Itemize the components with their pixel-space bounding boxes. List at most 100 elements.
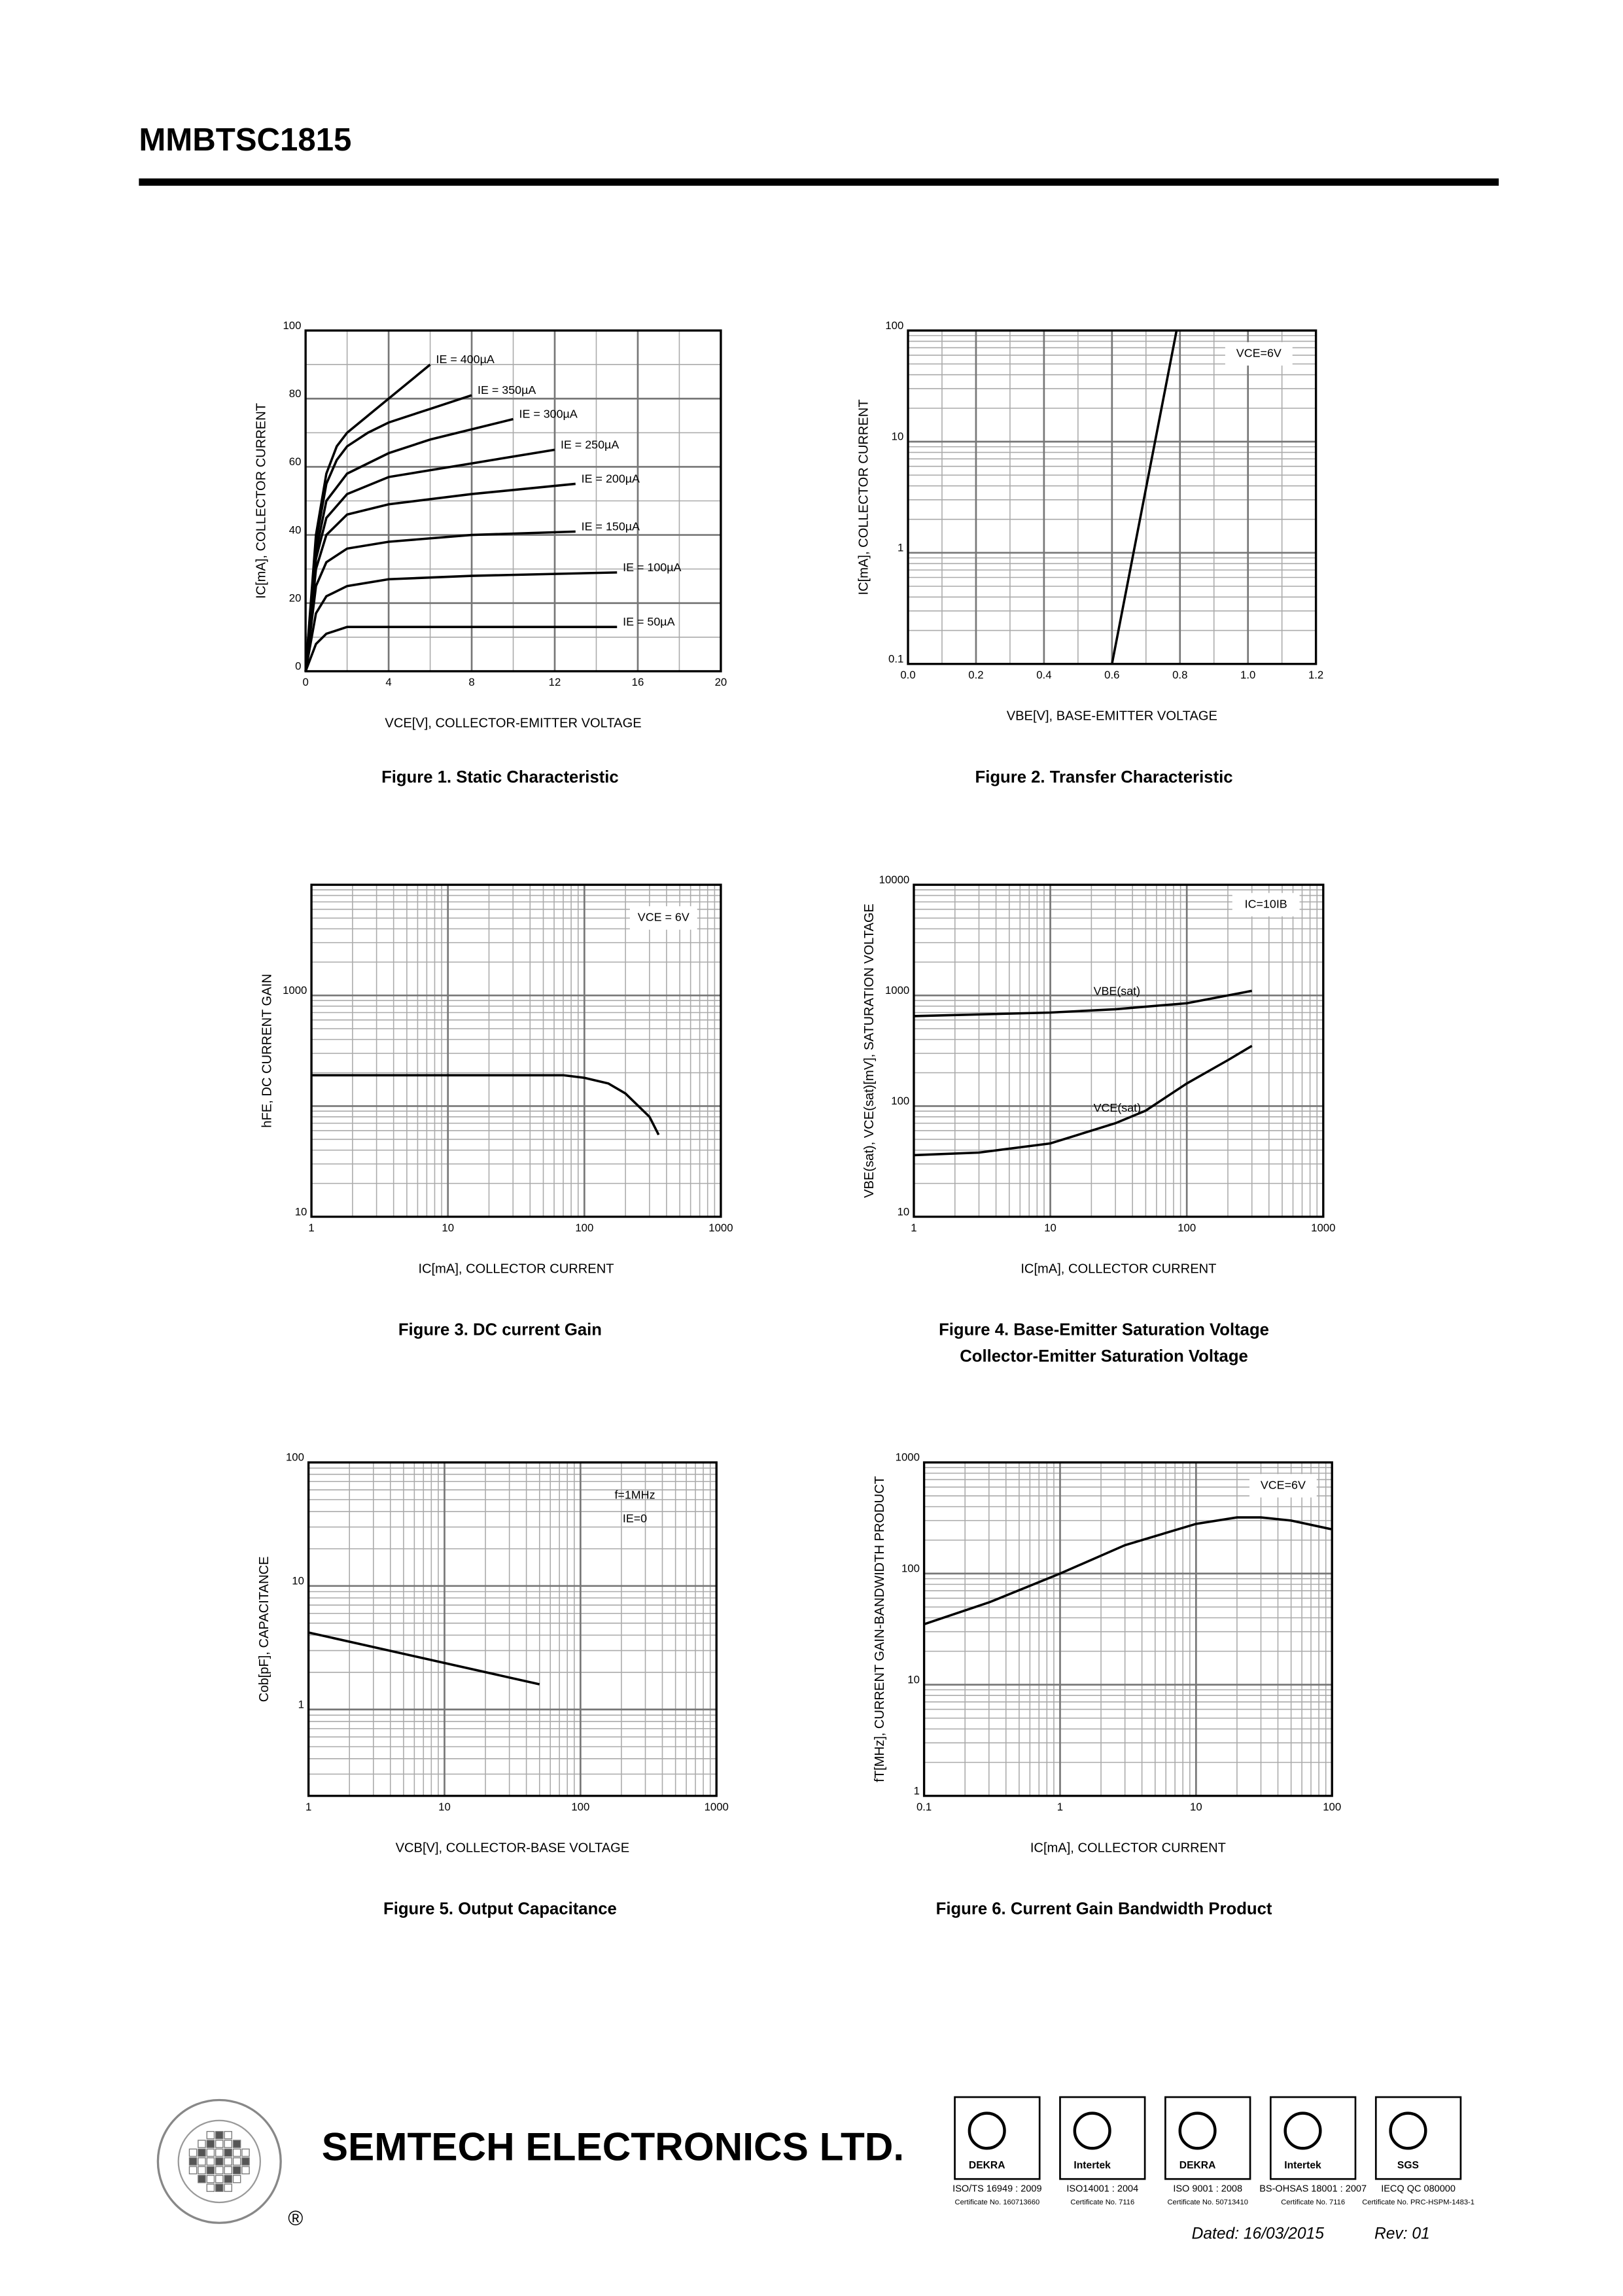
logo-grid [188,2130,250,2192]
x-tick-label: 10 [1044,1222,1056,1234]
chart: 1 10 100 1000 1 10 100 f=1MHz IE=0 VCB[V], COLLEC… [257,1451,729,1918]
logo-cell [206,2130,215,2140]
footer: SEMTECH ELECTRONICS LTD. ® DEKRA ISO/TS 1… [156,2096,1475,2243]
x-tick-label: 1000 [708,1222,733,1234]
x-tick-label: 0.2 [968,669,983,681]
logo-cell [215,2148,224,2157]
header-rule [139,178,1499,186]
logo-cell [188,2166,198,2175]
plot-frame [304,329,722,673]
series-label: IE = 100µA [623,561,681,574]
logo-cell [232,2174,241,2183]
x-tick-label: 0.8 [1172,669,1187,681]
y-tick-label: 1000 [896,1451,920,1464]
series-line [913,989,1253,1017]
x-tick-label: 1.0 [1240,669,1255,681]
figure-title: Figure 6. Current Gain Bandwidth Product [936,1900,1272,1918]
logo-cell [198,2166,206,2175]
logo-inner [177,2119,261,2204]
annotation: VCE = 6V [638,911,689,924]
x-tick-label: 20 [715,676,727,688]
logo-cell [224,2157,232,2166]
x-tick-label: 1000 [1311,1222,1335,1234]
charts: 0 4 8 12 16 20 0 20 40 60 80 100 IE = 400µA IE = 350µ… [254,319,1341,1918]
annotation-box [629,906,697,930]
logo-cell [215,2157,224,2166]
logo-cell [198,2157,206,2166]
company-name: SEMTECH ELECTRONICS LTD. [322,2124,904,2168]
x-axis-label: IC[mA], COLLECTOR CURRENT [1021,1262,1216,1276]
y-tick-label: 10 [907,1673,920,1686]
logo-cell [215,2140,224,2148]
x-tick-label: 100 [1178,1222,1196,1234]
x-tick-label: 100 [575,1222,593,1234]
chart: 1 10 100 100010100100010000VBE(sat)VCE(sat)… [862,874,1335,1366]
annotation-box [1225,342,1293,366]
x-axis-label: VCB[V], COLLECTOR-BASE VOLTAGE [396,1841,630,1855]
logo-cell [206,2166,215,2175]
cert-standard: BS-OHSAS 18001 : 2007 [1259,2184,1367,2195]
series-line [304,571,618,672]
figure-title: Figure 4. Base-Emitter Saturation Voltag… [939,1321,1269,1339]
logo-cell [206,2140,215,2148]
plot-area [308,1462,717,1796]
x-axis-label: VCE[V], COLLECTOR-EMITTER VOLTAGE [385,716,641,731]
x-tick-label: 10 [438,1801,451,1813]
logo-cell [198,2140,206,2148]
figure-title: Figure 3. DC current Gain [398,1321,602,1339]
series-line [304,417,514,672]
page-title: MMBTSC1815 [139,122,351,158]
series-line [924,1516,1333,1626]
plot-area [924,1462,1333,1796]
y-tick-label: 1 [298,1698,304,1710]
cert-standard: IECQ QC 080000 [1381,2184,1456,2195]
series-label: IE = 50µA [623,615,674,628]
annotation-box [1249,1474,1317,1498]
series-line [304,394,472,672]
logo-cell [224,2130,232,2140]
x-tick-label: 100 [1323,1801,1341,1813]
logo-cell [232,2148,241,2157]
cert-emblem [1178,2111,1217,2150]
x-axis-label: VBE[V], BASE-EMITTER VOLTAGE [1007,709,1217,723]
cert-number: Certificate No. 50713410 [1168,2199,1248,2206]
y-tick-label: 1000 [885,984,909,997]
y-axis-label: hFE, DC CURRENT GAIN [260,974,274,1127]
y-tick-label: 10 [295,1205,307,1218]
chart: 0.0 0.2 0.4 0.6 0.8 1.0 1.2 0.1 1 10 100 VCE=6V VBE[… [856,319,1323,786]
cert-logo: DEKRA [969,2160,1005,2171]
cert-emblem [1073,2111,1111,2150]
y-tick-label: 1000 [283,984,307,997]
logo-cell [206,2148,215,2157]
chart: 0.1 1 10 100 1 10 100 1000 VCE=6V IC[mA], COLLECT… [873,1451,1341,1918]
x-tick-label: 0.4 [1036,669,1051,681]
cert-logo: Intertek [1073,2160,1111,2171]
y-tick-label: 10 [292,1575,304,1587]
y-tick-label: 10 [892,431,904,443]
x-tick-label: 16 [632,676,644,688]
cert-emblem [1389,2111,1427,2150]
series-line [304,626,618,672]
cert-number: Certificate No. 7116 [1281,2199,1345,2206]
cert-emblem [968,2111,1006,2150]
series-line [311,1074,660,1136]
y-tick-label: 100 [283,319,301,332]
series-line [304,530,576,672]
logo-ring [156,2098,282,2224]
y-tick-label: 60 [289,455,302,468]
plot-frame [922,1461,1333,1797]
logo-cell [206,2157,215,2166]
logo-cell [188,2157,198,2166]
registered-mark: ® [288,2207,303,2230]
y-tick-label: 10 [898,1205,910,1218]
plot-area [913,885,1323,1217]
y-tick-label: 10000 [879,874,910,886]
cert-standard: ISO/TS 16949 : 2009 [952,2184,1041,2195]
logo-cell [215,2166,224,2175]
annotation: IC=10IB [1245,897,1287,910]
x-tick-label: 8 [468,676,474,688]
annotation-box [1232,892,1300,917]
y-tick-label: 0 [295,660,301,673]
